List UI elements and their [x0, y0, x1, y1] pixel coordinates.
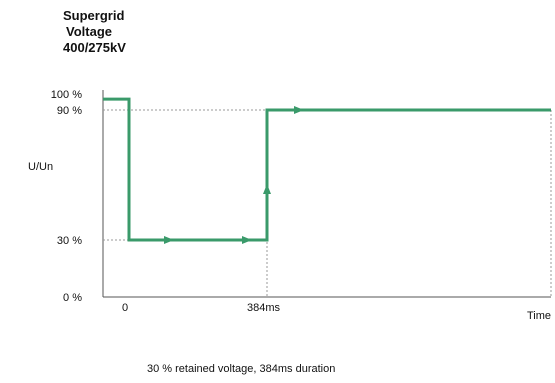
direction-arrow: [242, 236, 252, 244]
direction-arrow: [164, 236, 174, 244]
y-axis-label: U/Un: [28, 161, 53, 173]
y-tick-label: 0 %: [63, 292, 82, 304]
chart-title-line-3: 400/275kV: [63, 40, 126, 55]
x-axis-label: Time: [527, 310, 551, 322]
x-tick-label: 0: [122, 302, 128, 314]
x-tick-labels: 0 384ms: [122, 302, 281, 314]
series-line: [103, 97, 551, 242]
reference-lines: [103, 109, 552, 297]
y-tick-labels: 100 % 90 % 30 % 0 %: [51, 89, 82, 304]
chart-title-line-2: Voltage: [66, 24, 112, 39]
y-tick-label: 100 %: [51, 89, 82, 101]
chart-caption: 30 % retained voltage, 384ms duration: [147, 363, 335, 375]
direction-arrow: [263, 184, 271, 194]
y-tick-label: 90 %: [57, 105, 82, 117]
chart-title-line-1: Supergrid: [63, 8, 124, 23]
y-tick-label: 30 %: [57, 235, 82, 247]
x-tick-label: 384ms: [247, 302, 281, 314]
series-group: [103, 97, 551, 244]
chart-title: Supergrid Voltage 400/275kV: [63, 8, 126, 55]
axes: [102, 90, 551, 298]
direction-arrow: [294, 106, 304, 114]
